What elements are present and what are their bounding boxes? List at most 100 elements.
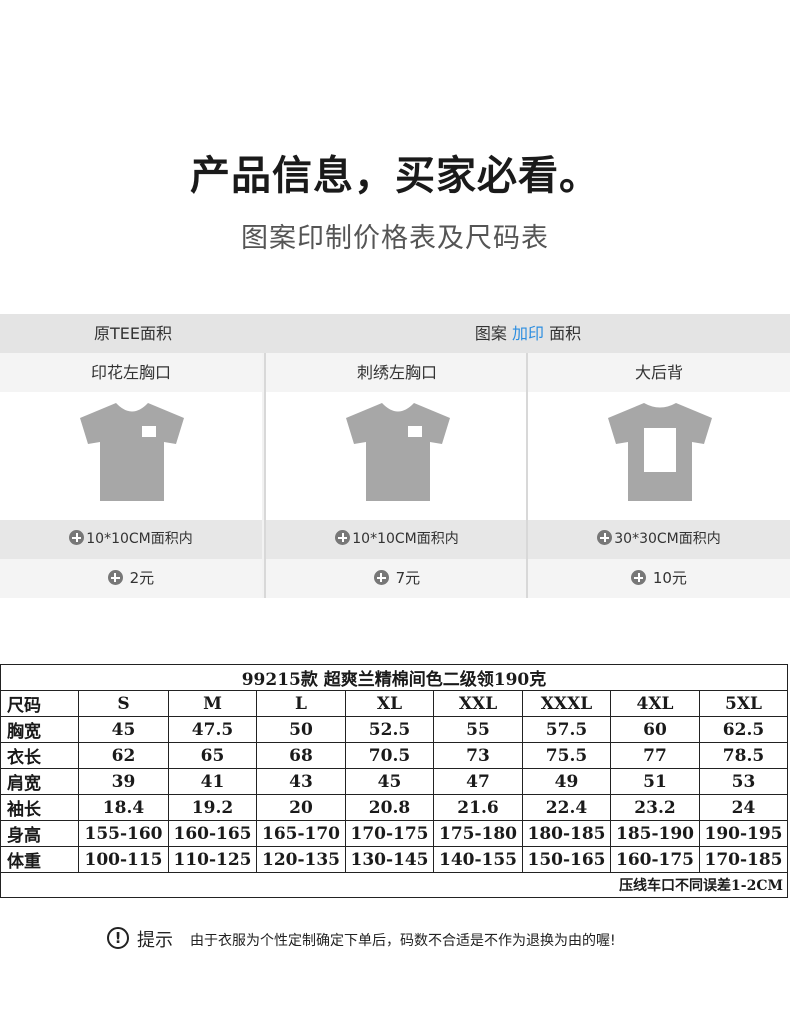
table-cell: 73 <box>433 742 523 769</box>
tshirt-small-chest-patch-icon <box>80 403 184 501</box>
area-text: 30*30CM面积内 <box>614 531 721 547</box>
table-cell: 180-185 <box>522 820 611 847</box>
print-option-image <box>0 392 262 520</box>
table-cell: 160-165 <box>168 820 257 847</box>
table-row: 胸宽 45 47.5 50 52.5 55 57.5 60 62.5 <box>0 716 788 743</box>
table-cell: 130-145 <box>345 846 434 873</box>
table-cell: 43 <box>256 768 346 795</box>
page-subtitle: 图案印制价格表及尺码表 <box>241 223 549 254</box>
plus-circle-icon <box>335 530 351 545</box>
print-option-name: 大后背 <box>528 353 790 392</box>
size-header-cell: 4XL <box>610 690 700 717</box>
table-row: 衣长 62 65 68 70.5 73 75.5 77 78.5 <box>0 742 788 769</box>
price-text: 7元 <box>395 569 421 587</box>
row-label: 衣长 <box>0 742 79 769</box>
extra-print-label-pre: 图案 <box>474 324 512 343</box>
print-option-price: 7元 <box>266 559 528 598</box>
table-cell: 22.4 <box>522 794 611 821</box>
table-cell: 41 <box>168 768 257 795</box>
size-header-cell: M <box>168 690 257 717</box>
print-option-area: 30*30CM面积内 <box>528 520 790 559</box>
print-option-price: 2元 <box>0 559 262 598</box>
size-header-cell: L <box>256 690 346 717</box>
row-label: 胸宽 <box>0 716 79 743</box>
size-header-cell: XL <box>345 690 434 717</box>
table-row: 身高 155-160 160-165 165-170 170-175 175-1… <box>0 820 788 847</box>
table-cell: 65 <box>168 742 257 769</box>
row-label: 肩宽 <box>0 768 79 795</box>
table-cell: 62 <box>78 742 169 769</box>
row-label: 袖长 <box>0 794 79 821</box>
print-option-left-chest: 印花左胸口 10*10CM面积内 2元 <box>0 353 262 598</box>
plus-circle-icon <box>631 570 647 585</box>
table-cell: 110-125 <box>168 846 257 873</box>
price-text: 10元 <box>652 569 687 587</box>
print-option-image <box>266 392 528 520</box>
table-cell: 170-175 <box>345 820 434 847</box>
plus-circle-icon <box>597 530 613 545</box>
table-cell: 175-180 <box>433 820 523 847</box>
table-cell: 155-160 <box>78 820 169 847</box>
table-cell: 68 <box>256 742 346 769</box>
size-table: 99215款 超爽兰精棉间色二级领190克 尺码 S M L XL XXL XX… <box>0 664 788 898</box>
table-cell: 160-175 <box>610 846 700 873</box>
print-price-panel: 原TEE面积 图案 加印 面积 印花左胸口 10*10CM面积内 2元 刺绣左胸… <box>0 314 790 598</box>
table-cell: 55 <box>433 716 523 743</box>
table-cell: 39 <box>78 768 169 795</box>
table-cell: 45 <box>78 716 169 743</box>
area-text: 10*10CM面积内 <box>86 531 193 547</box>
print-option-area: 10*10CM面积内 <box>266 520 528 559</box>
print-option-name: 印花左胸口 <box>0 353 262 392</box>
table-row: 肩宽 39 41 43 45 47 49 51 53 <box>0 768 788 795</box>
table-cell: 185-190 <box>610 820 700 847</box>
table-row: 体重 100-115 110-125 120-135 130-145 140-1… <box>0 846 788 873</box>
table-cell: 170-185 <box>699 846 788 873</box>
column-divider <box>264 353 266 598</box>
table-cell: 20.8 <box>345 794 434 821</box>
table-cell: 57.5 <box>522 716 611 743</box>
table-cell: 78.5 <box>699 742 788 769</box>
area-text: 10*10CM面积内 <box>352 531 459 547</box>
size-header-row: 尺码 S M L XL XXL XXXL 4XL 5XL <box>0 690 788 717</box>
table-cell: 190-195 <box>699 820 788 847</box>
print-option-image <box>528 392 790 520</box>
table-cell: 21.6 <box>433 794 523 821</box>
print-option-embroidery: 刺绣左胸口 10*10CM面积内 7元 <box>266 353 528 598</box>
table-cell: 23.2 <box>610 794 700 821</box>
table-cell: 77 <box>610 742 700 769</box>
tshirt-small-chest-patch-icon <box>346 403 450 501</box>
table-cell: 140-155 <box>433 846 523 873</box>
table-cell: 19.2 <box>168 794 257 821</box>
size-header-cell: XXL <box>433 690 523 717</box>
table-cell: 70.5 <box>345 742 434 769</box>
table-row: 袖长 18.4 19.2 20 20.8 21.6 22.4 23.2 24 <box>0 794 788 821</box>
exclamation-circle-icon: ! <box>107 927 129 949</box>
tip-text: 由于衣服为个性定制确定下单后，码数不合适是不作为退换为由的喔! <box>190 933 616 949</box>
print-option-area: 10*10CM面积内 <box>0 520 262 559</box>
size-table-caption: 99215款 超爽兰精棉间色二级领190克 <box>0 664 788 691</box>
table-cell: 45 <box>345 768 434 795</box>
print-panel-header: 原TEE面积 图案 加印 面积 <box>0 314 790 353</box>
print-option-name: 刺绣左胸口 <box>266 353 528 392</box>
plus-circle-icon <box>373 570 389 585</box>
column-divider <box>526 353 528 598</box>
tshirt-large-back-patch-icon <box>608 403 712 501</box>
size-header-cell: 5XL <box>699 690 788 717</box>
table-cell: 62.5 <box>699 716 788 743</box>
original-tee-area-label: 原TEE面积 <box>94 324 172 343</box>
tip-label: 提示 <box>137 930 173 951</box>
table-cell: 52.5 <box>345 716 434 743</box>
table-cell: 53 <box>699 768 788 795</box>
table-cell: 150-165 <box>522 846 611 873</box>
size-header-cell: S <box>78 690 169 717</box>
table-cell: 24 <box>699 794 788 821</box>
tolerance-note: 压线车口不同误差1-2CM <box>0 872 788 898</box>
table-cell: 60 <box>610 716 700 743</box>
price-text: 2元 <box>129 569 155 587</box>
table-cell: 100-115 <box>78 846 169 873</box>
table-cell: 20 <box>256 794 346 821</box>
plus-circle-icon <box>69 530 85 545</box>
table-cell: 165-170 <box>256 820 346 847</box>
plus-circle-icon <box>107 570 123 585</box>
row-label: 体重 <box>0 846 79 873</box>
